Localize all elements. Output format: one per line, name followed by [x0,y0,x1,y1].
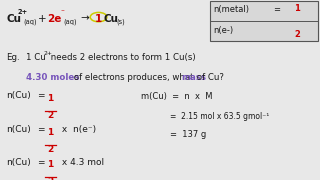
Text: →: → [81,14,89,24]
Text: 4.30 moles: 4.30 moles [26,73,80,82]
Text: n(e-): n(e-) [213,26,233,35]
Text: =  137 g: = 137 g [170,130,206,139]
Text: 2: 2 [294,30,300,39]
Text: m(Cu)  =  n  x  M: m(Cu) = n x M [141,92,212,101]
Text: 2: 2 [47,145,54,154]
Text: Cu: Cu [104,14,119,24]
Text: 2+: 2+ [18,9,28,15]
Text: (aq): (aq) [63,18,77,25]
Text: (s): (s) [116,18,125,25]
Text: =  2.15 mol x 63.5 gmol⁻¹: = 2.15 mol x 63.5 gmol⁻¹ [170,112,269,121]
Text: n(Cu): n(Cu) [6,158,31,167]
Text: x 4.3 mol: x 4.3 mol [59,158,104,167]
Text: 1 Cu: 1 Cu [26,53,46,62]
Text: n(metal): n(metal) [213,5,249,14]
Text: =: = [37,125,44,134]
Text: mass: mass [181,73,206,82]
Text: 2: 2 [47,111,54,120]
Text: 1: 1 [47,160,54,169]
Text: 1: 1 [294,4,300,13]
Text: of electrons produces, what: of electrons produces, what [71,73,196,82]
Text: (aq): (aq) [23,18,37,25]
Text: of Cu?: of Cu? [194,73,223,82]
Text: Eg.: Eg. [6,53,20,62]
Text: ⁻: ⁻ [60,9,64,15]
Text: 2e: 2e [47,14,62,24]
FancyBboxPatch shape [210,1,318,41]
Text: Cu: Cu [6,14,21,24]
Text: =: = [274,5,281,14]
Text: =: = [37,158,44,167]
Text: 2: 2 [47,177,54,180]
Text: n(Cu): n(Cu) [6,91,31,100]
Text: 1: 1 [47,128,54,137]
Text: =: = [37,91,44,100]
Text: x  n(e⁻): x n(e⁻) [59,125,96,134]
Text: 2+: 2+ [43,51,52,56]
Text: needs 2 electrons to form 1 Cu(s): needs 2 electrons to form 1 Cu(s) [48,53,195,62]
Text: n(Cu): n(Cu) [6,125,31,134]
Text: +: + [38,14,46,24]
Text: 1: 1 [47,94,54,103]
Text: 1: 1 [94,14,102,24]
